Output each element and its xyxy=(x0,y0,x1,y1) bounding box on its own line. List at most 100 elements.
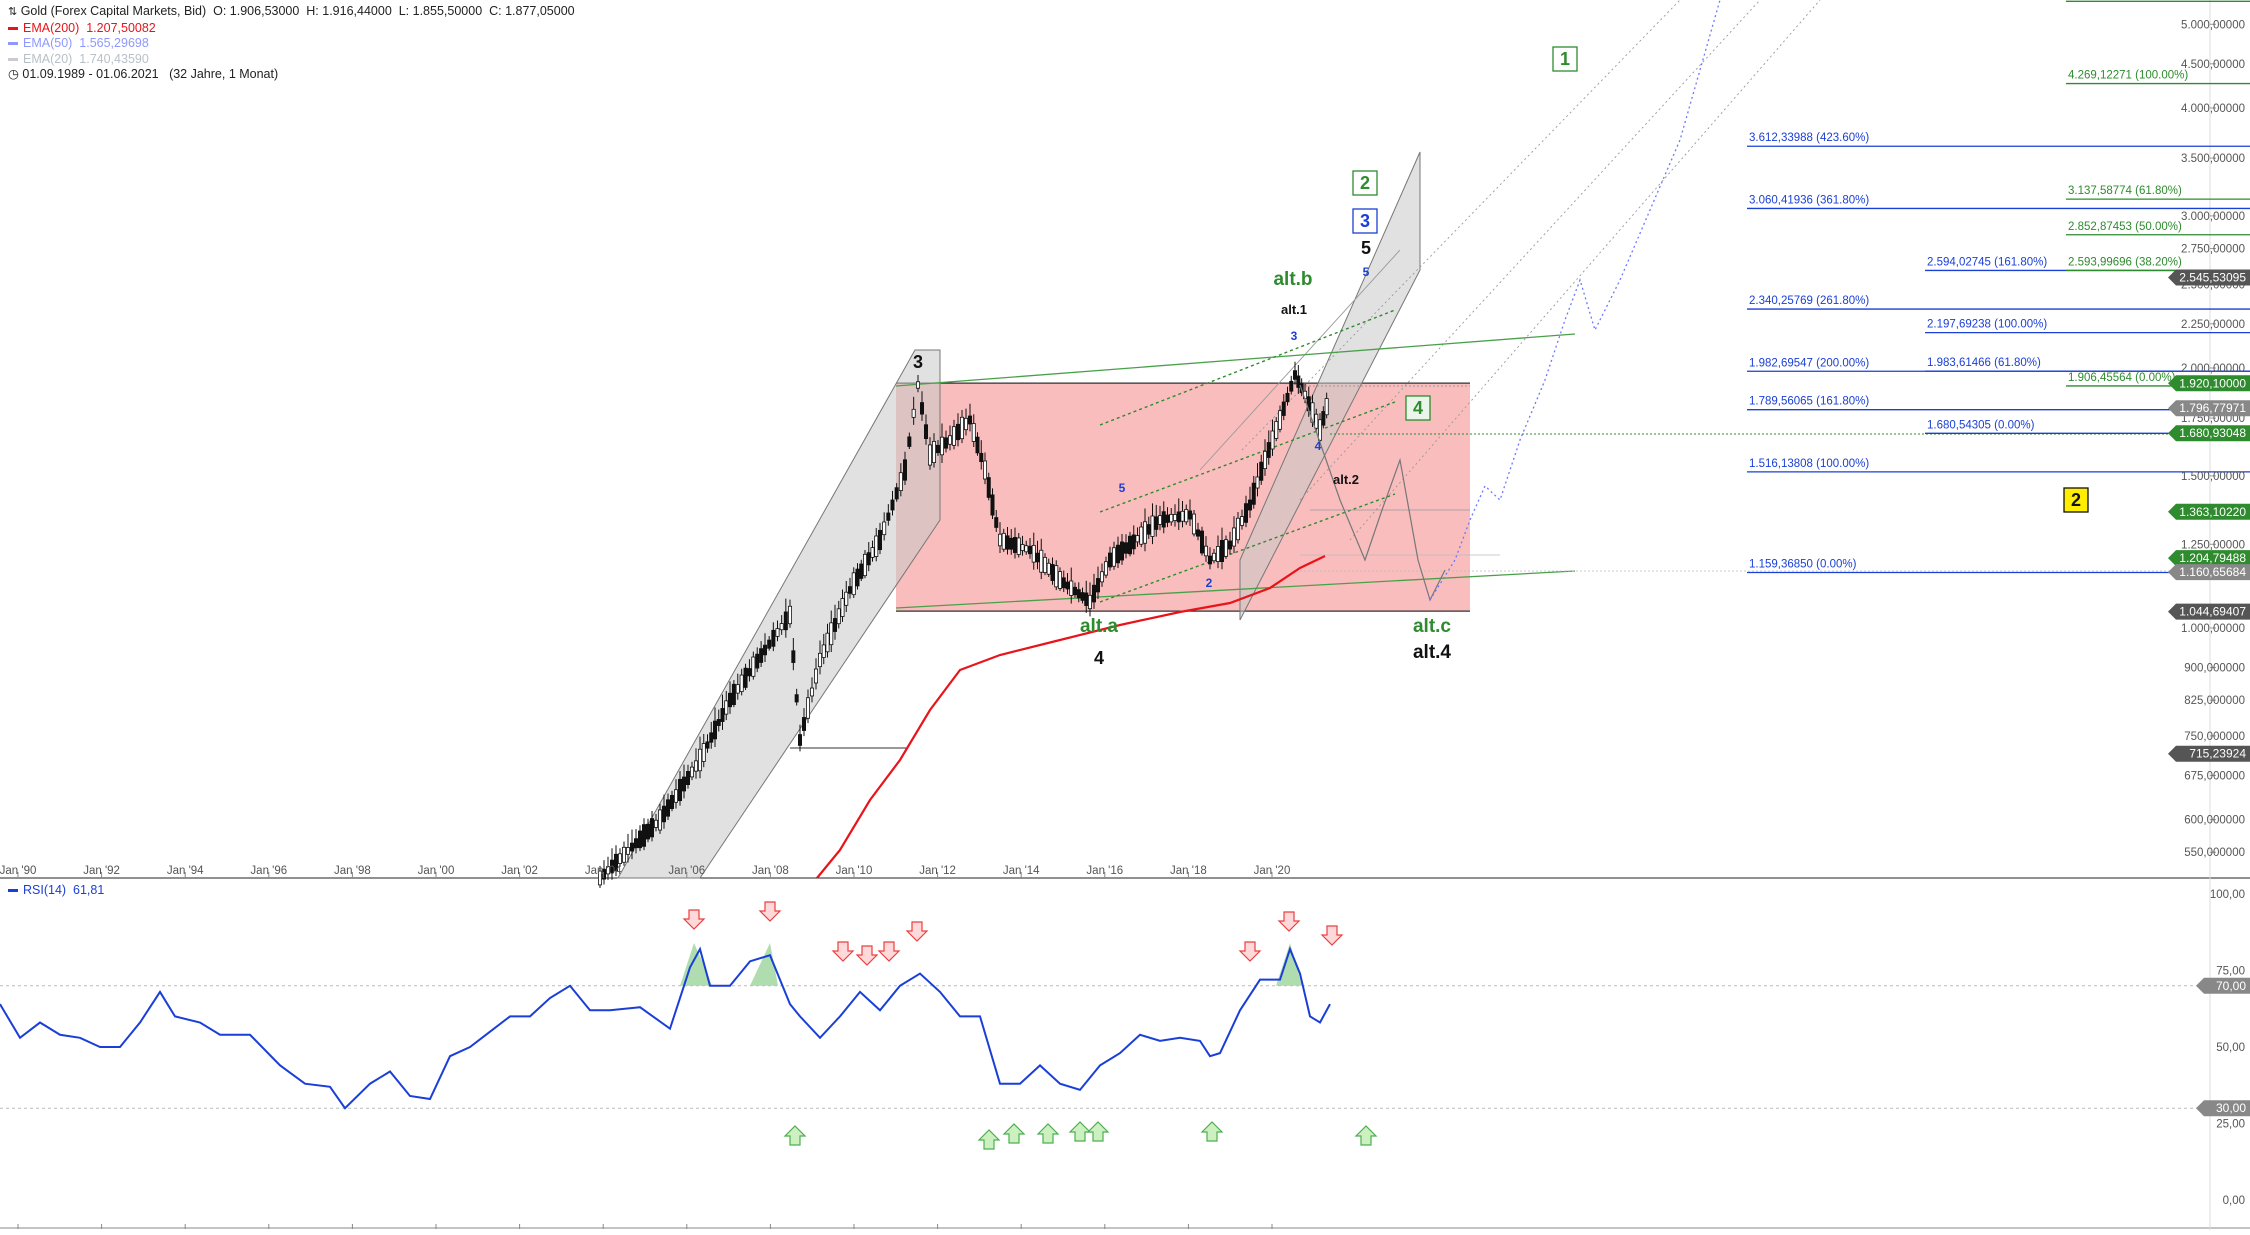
candle xyxy=(1128,535,1133,555)
candle xyxy=(833,618,838,632)
x-tick-label: Jan '04 xyxy=(585,865,622,877)
rsi-sell-arrow xyxy=(905,921,929,942)
candle xyxy=(1274,421,1279,439)
ema20-legend[interactable]: EMA(20) 1.740,43590 xyxy=(8,52,575,68)
price-marker-label: 2.545,53095 xyxy=(2179,271,2246,285)
candle xyxy=(638,830,643,849)
candle xyxy=(936,444,941,454)
fib-level-label: 1.906,45564 (0.00%) xyxy=(2068,372,2176,384)
projected-path-grey xyxy=(1299,384,1446,602)
rsi-sell-arrow xyxy=(877,941,901,962)
candle xyxy=(863,553,868,577)
candle xyxy=(806,697,811,719)
candle xyxy=(975,436,980,454)
x-tick-label: Jan '12 xyxy=(919,865,956,877)
close-value: C: 1.877,05000 xyxy=(489,4,575,18)
x-tick-label: Jan '16 xyxy=(1086,865,1123,877)
wave-box-5-green: 1 xyxy=(1560,49,1570,69)
open-value: O: 1.906,53000 xyxy=(213,4,300,18)
price-marker xyxy=(2168,425,2250,442)
green-lower-trendline xyxy=(895,570,1576,609)
rsi-tick-label: 0,00 xyxy=(2223,1195,2245,1207)
projected-path-blue xyxy=(1429,0,1721,601)
candle xyxy=(598,870,603,886)
fib-level-label: 3.060,41936 (361.80%) xyxy=(1749,194,1869,206)
candle xyxy=(968,415,973,425)
candle xyxy=(728,692,733,708)
ema50-legend[interactable]: EMA(50) 1.565,29698 xyxy=(8,36,575,52)
rsi-sell-arrow xyxy=(758,901,782,922)
candle xyxy=(886,512,891,521)
rsi-overbought-zone xyxy=(750,942,778,986)
candle xyxy=(1050,564,1055,581)
candle xyxy=(1131,534,1136,550)
rsi-buy-arrow xyxy=(1086,1121,1110,1142)
candle xyxy=(690,766,695,778)
y-tick-label: 1.500,00000 xyxy=(2181,471,2245,483)
instrument-row: ⇅ Gold (Forex Capital Markets, Bid) O: 1… xyxy=(8,4,575,21)
candle xyxy=(840,598,845,617)
wave-label: 4 xyxy=(1094,648,1104,668)
rsi-buy-arrow xyxy=(1354,1125,1378,1146)
candle xyxy=(759,648,764,663)
wave-label: 5 xyxy=(1361,238,1371,258)
candle xyxy=(1054,565,1059,588)
candle xyxy=(1293,370,1298,380)
candle xyxy=(932,441,937,463)
fib-level-label: 2.340,25769 (261.80%) xyxy=(1749,295,1869,307)
candle xyxy=(964,417,969,431)
wave-label: alt.4 xyxy=(1413,642,1451,663)
candle xyxy=(1046,562,1051,575)
candle xyxy=(1255,476,1260,489)
wave-box-4-green-box xyxy=(1405,395,1431,421)
wave-box-5-green-box xyxy=(1552,46,1578,72)
ema50-value: 1.565,29698 xyxy=(79,36,149,50)
y-tick-label: 1.000,00000 xyxy=(2181,623,2245,635)
candle xyxy=(670,794,675,810)
candle xyxy=(1263,450,1268,470)
wave-label: 3 xyxy=(913,352,923,372)
candle xyxy=(1016,537,1021,555)
y-tick-label: 900,000000 xyxy=(2184,663,2245,675)
rsi-label: RSI(14) xyxy=(23,883,67,897)
rsi-level-label: 30,00 xyxy=(2216,1101,2246,1115)
y-tick-label: 4.000,00000 xyxy=(2181,103,2245,115)
y-tick-label: 3.000,00000 xyxy=(2181,211,2245,223)
wave-label: 5 xyxy=(1119,481,1126,495)
candle xyxy=(983,460,988,480)
candle xyxy=(1100,571,1105,583)
candle xyxy=(1212,552,1217,562)
fib-level-label: 3.612,33988 (423.60%) xyxy=(1749,132,1869,144)
candle xyxy=(1192,513,1197,535)
candle xyxy=(658,809,663,831)
candle xyxy=(1043,557,1048,573)
candle xyxy=(1158,515,1163,525)
rsi-sell-arrow xyxy=(1238,941,1262,962)
wave-box-2-yellow-box xyxy=(2063,487,2089,513)
candle xyxy=(944,437,949,449)
wave-label: alt.c xyxy=(1413,616,1451,637)
candle xyxy=(686,770,691,786)
candle xyxy=(870,547,875,558)
candle xyxy=(1135,535,1140,543)
candle xyxy=(1024,545,1029,553)
instrument-title: Gold (Forex Capital Markets, Bid) xyxy=(20,4,207,18)
candle xyxy=(626,847,631,855)
ema200-legend[interactable]: EMA(200) 1.207,50082 xyxy=(8,21,575,37)
candle xyxy=(735,684,740,694)
candle xyxy=(1161,511,1166,528)
consolidation-box xyxy=(896,383,1470,612)
green-upper-trendline xyxy=(895,333,1576,387)
price-marker-label: 1.160,65684 xyxy=(2179,565,2246,579)
candle xyxy=(1112,547,1117,567)
candle xyxy=(763,644,768,656)
rsi-legend[interactable]: RSI(14) 61,81 xyxy=(8,883,104,897)
candle xyxy=(1039,549,1044,573)
candle xyxy=(682,776,687,792)
candle xyxy=(814,668,819,684)
candle xyxy=(724,700,729,715)
candle xyxy=(859,563,864,579)
candle xyxy=(1108,552,1113,568)
